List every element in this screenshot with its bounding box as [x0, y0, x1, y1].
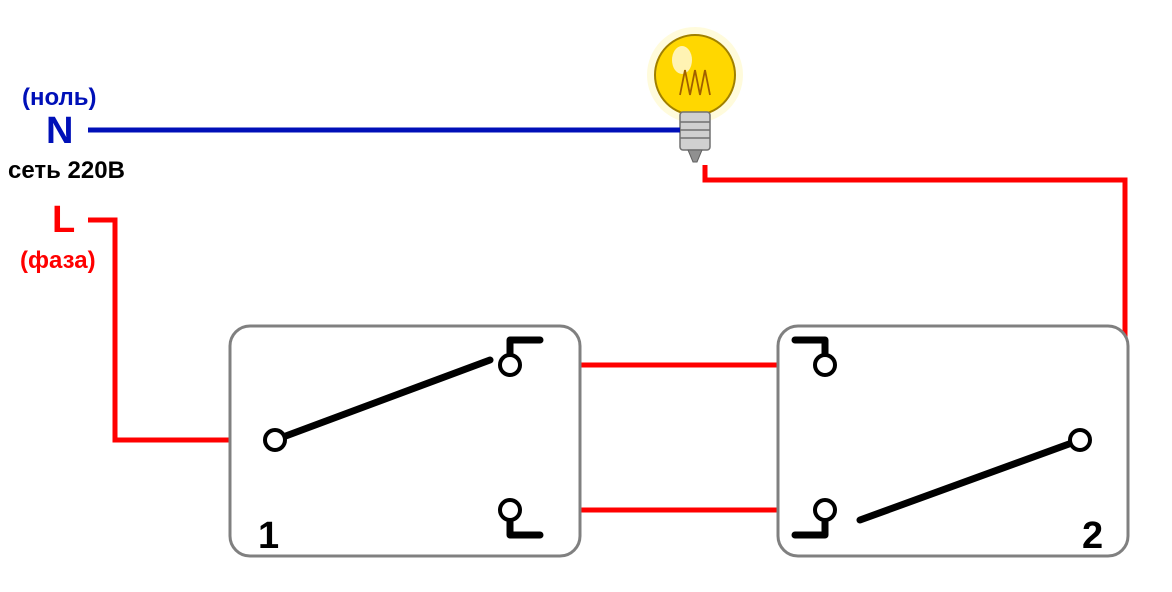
neutral-title-label: (ноль) — [22, 84, 97, 111]
two-way-switch-diagram: (ноль) N сеть 220В L (фаза) 1 2 — [0, 0, 1172, 592]
neutral-letter-label: N — [46, 110, 73, 152]
light-bulb-icon — [647, 27, 743, 162]
switch-2-number: 2 — [1082, 515, 1103, 557]
live-title-label: (фаза) — [20, 247, 96, 274]
switch-1-number: 1 — [258, 515, 279, 557]
live-letter-label: L — [52, 199, 75, 241]
mains-label: сеть 220В — [8, 157, 125, 184]
